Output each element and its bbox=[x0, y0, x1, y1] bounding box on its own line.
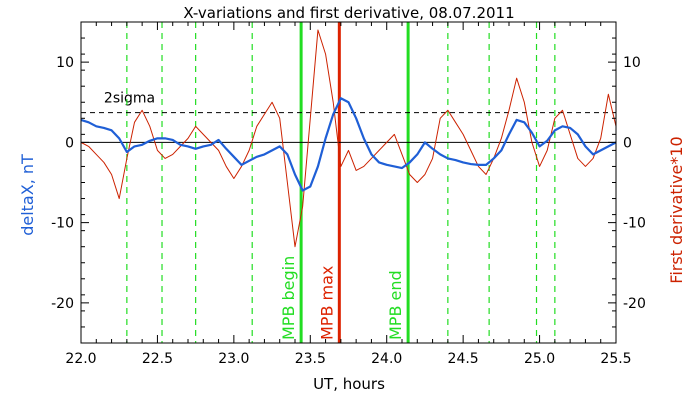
y-tick-label-right-2: 0 bbox=[623, 135, 632, 151]
reference-lines bbox=[81, 112, 616, 143]
dashed-lines bbox=[126, 22, 556, 343]
marker-label-1: MPB max bbox=[317, 266, 336, 340]
axes: 22.0 22.5 23.0 23.5 24.0 24.5 25.0 25.5 -20 -20 -1… bbox=[51, 21, 646, 367]
y-tick-label-left-0: -20 bbox=[51, 296, 74, 312]
y-axis-left-label: deltaX, nT bbox=[18, 154, 37, 236]
y-tick-label-right-1: -10 bbox=[623, 216, 646, 232]
y-tick-label-right-0: -20 bbox=[623, 296, 646, 312]
y-tick-label-left-2: 0 bbox=[65, 135, 74, 151]
sigma-label: 2sigma bbox=[104, 91, 155, 107]
chart-title: X-variations and first derivative, 08.07… bbox=[183, 4, 514, 22]
x-tick-label-5: 24.5 bbox=[448, 351, 479, 367]
marker-label-0: MPB begin bbox=[279, 256, 298, 340]
y-axis-right-label: First derivative*10 bbox=[667, 136, 686, 283]
marker-labels: MPB begin MPB max MPB end bbox=[279, 256, 405, 340]
series-group bbox=[80, 29, 617, 248]
x-axis-label: UT, hours bbox=[313, 375, 385, 393]
plot-frame bbox=[80, 21, 617, 344]
y-tick-label-left-3: 10 bbox=[56, 55, 74, 71]
marker-lines bbox=[299, 22, 410, 343]
marker-label-2: MPB end bbox=[386, 270, 405, 340]
derivative-series-line bbox=[80, 29, 617, 248]
x-tick-label-2: 23.0 bbox=[218, 351, 249, 367]
y-tick-label-right-3: 10 bbox=[623, 55, 641, 71]
x-tick-label-7: 25.5 bbox=[600, 351, 631, 367]
x-tick-label-1: 22.5 bbox=[142, 351, 173, 367]
x-tick-label-3: 23.5 bbox=[295, 351, 326, 367]
x-tick-label-4: 24.0 bbox=[371, 351, 402, 367]
deltax-series-line bbox=[80, 97, 617, 192]
x-tick-label-0: 22.0 bbox=[65, 351, 96, 367]
y-tick-label-left-1: -10 bbox=[51, 216, 74, 232]
x-tick-label-6: 25.0 bbox=[524, 351, 555, 367]
